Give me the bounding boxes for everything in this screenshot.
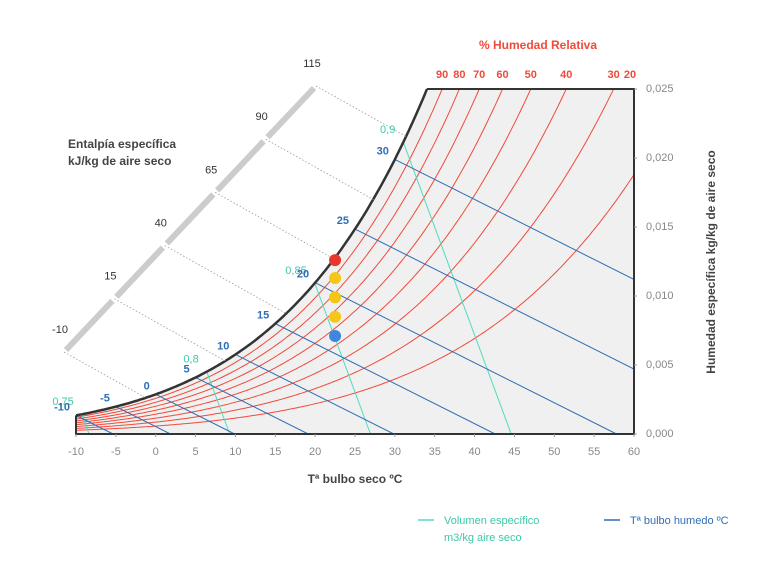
- point: [329, 291, 342, 304]
- wet-bulb-line: [354, 228, 634, 370]
- x-tick-label: 35: [429, 446, 441, 458]
- rh-curve: [76, 89, 504, 424]
- rh-curve: [76, 89, 480, 422]
- enthalpy-scale: [265, 85, 317, 140]
- saturation-curve: [76, 89, 429, 417]
- enthalpy-title: kJ/kg de aire seco: [68, 154, 171, 168]
- x-tick-label: 30: [389, 446, 401, 458]
- x-tick-label: 45: [508, 446, 520, 458]
- volume-label: 0,75: [52, 396, 73, 408]
- wet-bulb-line: [76, 414, 114, 434]
- rh-curve: [76, 89, 443, 418]
- x-tick-label: 15: [269, 446, 281, 458]
- wet-bulb-label: 30: [377, 145, 389, 157]
- volume-line: [206, 371, 231, 434]
- enthalpy-line: [114, 298, 226, 362]
- point: [329, 330, 342, 343]
- rh-label: 60: [496, 69, 508, 81]
- wet-bulb-line: [394, 158, 634, 281]
- legend-label: m3/kg aire seco: [444, 532, 522, 544]
- y-tick-label: 0,000: [646, 428, 674, 440]
- x-tick-label: 10: [229, 446, 241, 458]
- x-tick-label: 20: [309, 446, 321, 458]
- enthalpy-label: 115: [303, 58, 321, 70]
- rh-curve: [76, 89, 460, 420]
- rh-curve: [76, 89, 567, 428]
- y-tick-label: 0,010: [646, 290, 674, 302]
- enthalpy-label: 65: [205, 164, 217, 176]
- enthalpy-line: [215, 192, 335, 260]
- wet-bulb-line: [115, 406, 171, 434]
- x-tick-label: 0: [153, 446, 159, 458]
- point: [329, 254, 342, 267]
- wet-bulb-label: 5: [183, 363, 189, 375]
- rh-label: 20: [624, 69, 636, 81]
- x-tick-label: 5: [193, 446, 199, 458]
- rh-label: 90: [436, 69, 448, 81]
- legend-label: Tª bulbo humedo ºC: [630, 515, 729, 527]
- y-tick-label: 0,025: [646, 83, 674, 95]
- rh-label: 40: [560, 69, 572, 81]
- enthalpy-scale: [63, 298, 115, 353]
- volume-label: 0,8: [183, 354, 198, 366]
- enthalpy-line: [164, 245, 287, 314]
- enthalpy-scale: [215, 139, 266, 193]
- enthalpy-line: [63, 351, 147, 399]
- wet-bulb-label: 15: [257, 310, 269, 322]
- chart-region: [76, 89, 634, 434]
- x-tick-label: 50: [548, 446, 560, 458]
- enthalpy-label: 40: [155, 218, 167, 230]
- wet-bulb-label: 10: [217, 340, 229, 352]
- volume-label: 0,85: [285, 265, 306, 277]
- rh-label: 30: [608, 69, 620, 81]
- volume-line: [402, 142, 512, 434]
- wet-bulb-label: 20: [297, 269, 309, 281]
- wet-bulb-line: [195, 377, 309, 434]
- enthalpy-line: [315, 85, 407, 138]
- enthalpy-scale: [114, 245, 165, 299]
- rh-curve: [76, 89, 532, 426]
- enthalpy-line: [265, 138, 374, 201]
- wet-bulb-label: 25: [337, 215, 349, 227]
- x-tick-label: 40: [468, 446, 480, 458]
- enthalpy-label: -10: [52, 324, 68, 336]
- y-tick-label: 0,015: [646, 221, 674, 233]
- x-tick-label: -5: [111, 446, 121, 458]
- wet-bulb-line: [235, 354, 395, 434]
- x-axis-title: Tª bulbo seco ºC: [308, 472, 403, 486]
- enthalpy-scale: [164, 192, 216, 246]
- y-tick-label: 0,020: [646, 152, 674, 164]
- point: [329, 310, 342, 323]
- x-tick-label: -10: [68, 446, 84, 458]
- enthalpy-label: 15: [104, 271, 116, 283]
- wet-bulb-label: -5: [100, 393, 110, 405]
- wet-bulb-label: 0: [144, 380, 150, 392]
- rh-label: 50: [525, 69, 537, 81]
- y-axis-title: Humedad específica kg/kg de aire seco: [704, 150, 718, 373]
- wet-bulb-line: [314, 282, 617, 434]
- rh-label: 80: [453, 69, 465, 81]
- rh-label: 70: [473, 69, 485, 81]
- volume-label: 0,9: [380, 124, 395, 136]
- x-tick-label: 60: [628, 446, 640, 458]
- x-tick-label: 25: [349, 446, 361, 458]
- plot-area: [76, 89, 634, 434]
- enthalpy-label: 90: [255, 111, 267, 123]
- rh-title: % Humedad Relativa: [479, 38, 597, 52]
- wet-bulb-line: [275, 323, 496, 434]
- volume-line: [314, 283, 371, 434]
- rh-curve: [76, 89, 615, 429]
- x-tick-label: 55: [588, 446, 600, 458]
- wet-bulb-line: [155, 393, 235, 434]
- volume-line: [81, 414, 90, 434]
- enthalpy-title: Entalpía específica: [68, 137, 176, 151]
- point: [329, 272, 342, 285]
- y-tick-label: 0,005: [646, 359, 674, 371]
- legend-label: Volumen específico: [444, 515, 539, 527]
- wet-bulb-label: -10: [54, 401, 70, 413]
